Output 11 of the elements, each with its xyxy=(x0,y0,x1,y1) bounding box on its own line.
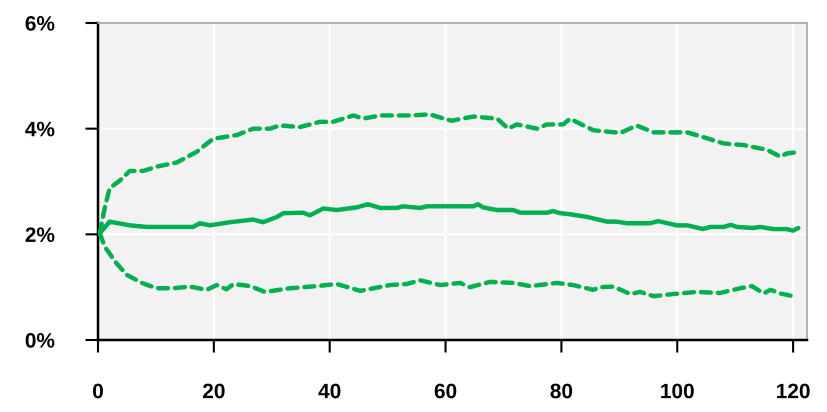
x-tick-label: 120 xyxy=(777,384,810,398)
x-tick-label: 60 xyxy=(434,384,456,398)
x-tick-label: 40 xyxy=(318,384,340,398)
y-tick-label: 4% xyxy=(25,122,54,136)
y-tick-label: 0% xyxy=(26,333,54,348)
y-tick-label: 6% xyxy=(26,16,54,31)
x-tick-label: 20 xyxy=(202,384,225,398)
y-tick-label: 2% xyxy=(26,227,54,242)
x-tick-label: 100 xyxy=(661,384,694,398)
x-tick-label: 0 xyxy=(93,384,103,398)
x-tick-label: 80 xyxy=(550,384,572,398)
